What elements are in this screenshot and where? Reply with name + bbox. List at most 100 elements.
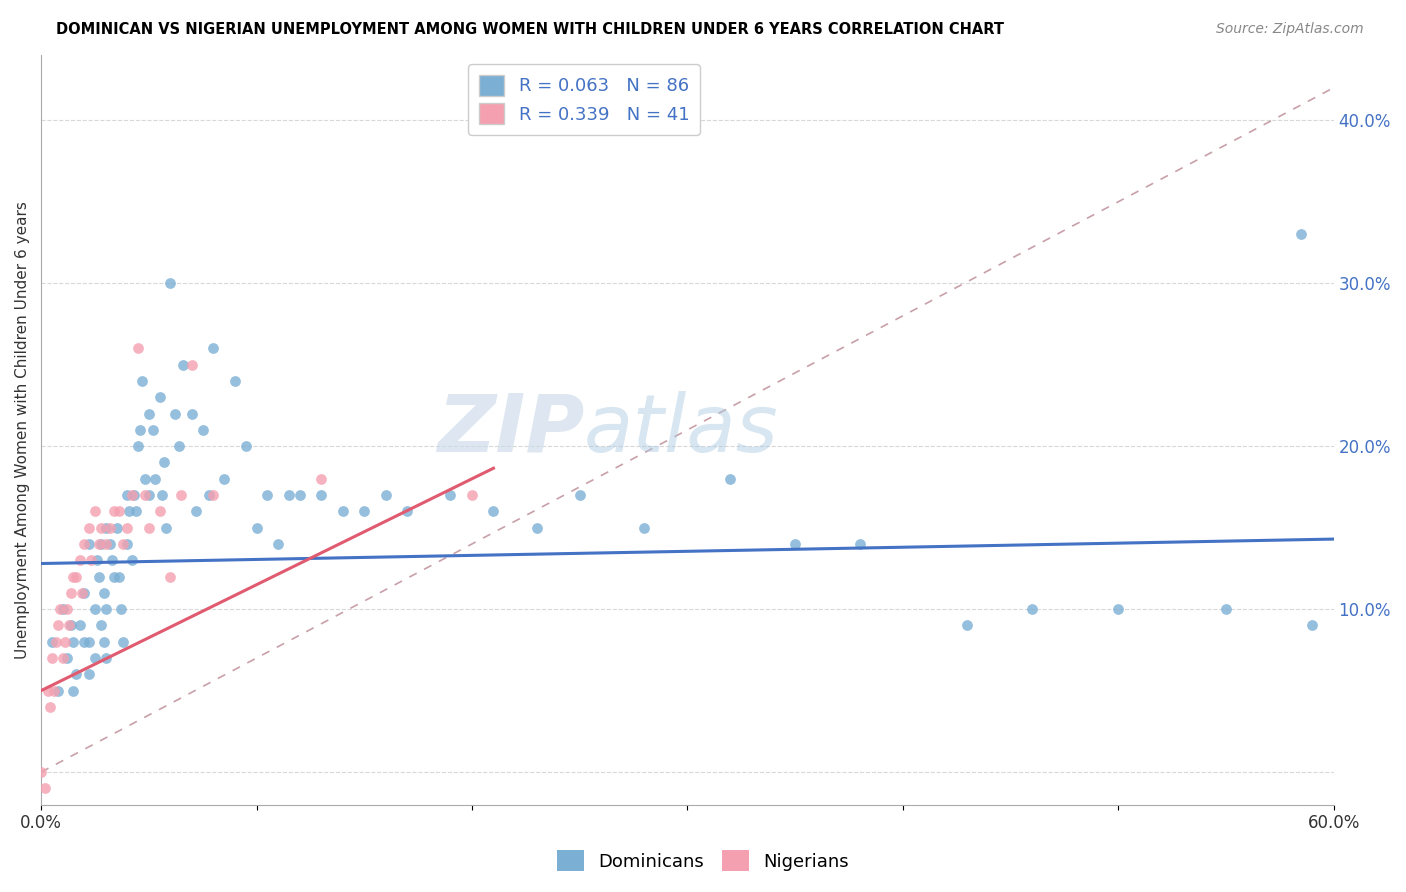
Point [956,618,979,632]
Point [73,537,96,551]
Point [84,602,107,616]
Point [93,586,115,600]
Point [131,374,153,388]
Text: Source: ZipAtlas.com: Source: ZipAtlas.com [1216,22,1364,37]
Point [103,569,125,583]
Point [150,488,173,502]
Point [89,569,111,583]
Point [186,504,208,518]
Point [79,553,101,567]
Point [111,537,134,551]
Point [110,602,132,616]
Point [783,537,806,551]
Point [138,488,160,502]
Point [90,521,112,535]
Point [62,569,84,583]
Point [94,521,117,535]
Point [41,651,63,665]
Point [62,683,84,698]
Point [172,358,194,372]
Point [1291,227,1313,242]
Point [461,488,484,502]
Point [77,667,100,681]
Point [94,651,117,665]
Point [202,342,225,356]
Point [49,602,72,616]
Point [1301,618,1323,632]
Point [77,521,100,535]
Point [52,651,75,665]
Point [134,488,156,502]
Point [42,683,65,698]
Legend: Dominicans, Nigerians: Dominicans, Nigerians [550,843,856,879]
Point [482,504,505,518]
Point [127,439,149,453]
Point [224,374,246,388]
Point [89,537,111,551]
Point [526,521,548,535]
Point [155,521,177,535]
Y-axis label: Unemployment Among Women with Children Under 6 years: Unemployment Among Women with Children U… [15,201,30,659]
Point [45,634,67,648]
Point [86,553,108,567]
Point [129,423,152,437]
Point [118,504,141,518]
Point [142,423,165,437]
Point [159,569,181,583]
Point [1021,602,1043,616]
Point [34,781,56,796]
Point [90,537,112,551]
Text: DOMINICAN VS NIGERIAN UNEMPLOYMENT AMONG WOMEN WITH CHILDREN UNDER 6 YEARS CORRE: DOMINICAN VS NIGERIAN UNEMPLOYMENT AMONG… [56,22,1004,37]
Point [73,586,96,600]
Point [633,521,655,535]
Point [191,423,214,437]
Point [180,358,202,372]
Point [1215,602,1237,616]
Point [70,586,93,600]
Point [30,765,52,780]
Point [153,455,176,469]
Point [98,537,121,551]
Point [90,618,112,632]
Point [121,553,143,567]
Point [60,586,83,600]
Point [121,488,143,502]
Point [149,390,172,404]
Point [107,504,129,518]
Point [94,537,117,551]
Point [37,683,59,698]
Point [159,277,181,291]
Point [101,553,124,567]
Point [46,618,69,632]
Point [568,488,591,502]
Point [848,537,870,551]
Point [69,618,91,632]
Point [134,472,156,486]
Point [277,488,299,502]
Point [98,521,121,535]
Point [235,439,257,453]
Point [56,602,79,616]
Point [77,537,100,551]
Point [180,407,202,421]
Point [52,602,75,616]
Point [107,569,129,583]
Point [60,618,83,632]
Point [309,488,332,502]
Point [138,521,160,535]
Point [117,488,139,502]
Point [396,504,419,518]
Point [167,439,190,453]
Point [125,504,148,518]
Point [353,504,375,518]
Point [84,651,107,665]
Point [212,472,235,486]
Point [127,342,149,356]
Point [73,634,96,648]
Point [439,488,461,502]
Point [69,553,91,567]
Point [56,651,79,665]
Point [38,700,60,714]
Point [77,634,100,648]
Point [46,683,69,698]
